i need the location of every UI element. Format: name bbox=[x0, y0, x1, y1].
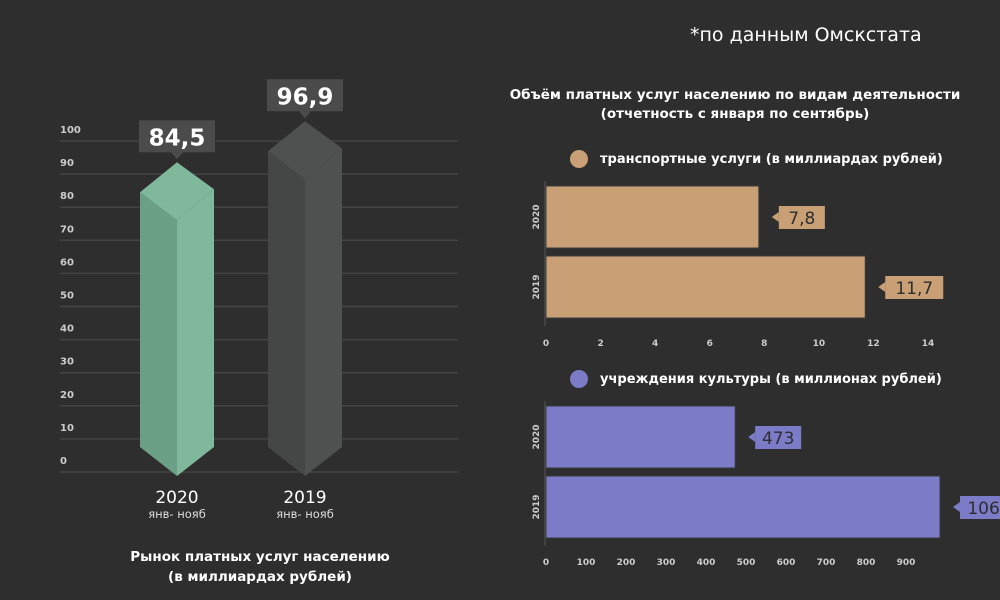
transport-bar bbox=[545, 185, 760, 249]
y-tick-label: 10 bbox=[60, 423, 74, 434]
right-title-line-1: Объём платных услуг населению по видам д… bbox=[509, 87, 961, 103]
transport-data-label: 7,8 bbox=[788, 209, 815, 229]
culture-x-tick-label: 500 bbox=[737, 558, 756, 568]
y-tick-label: 50 bbox=[60, 291, 74, 302]
transport-category-label: 2020 bbox=[532, 204, 542, 229]
transport-x-tick-label: 2 bbox=[597, 339, 603, 349]
culture-data-label-pointer bbox=[748, 432, 756, 442]
transport-x-tick-label: 10 bbox=[813, 339, 826, 349]
y-tick-label: 100 bbox=[60, 125, 81, 136]
source-note: *по данным Омскстата bbox=[690, 24, 922, 46]
culture-x-tick-label: 700 bbox=[817, 558, 836, 568]
transport-bar bbox=[545, 255, 866, 319]
x-category-sublabel: янв- нояб bbox=[276, 507, 334, 521]
transport-x-tick-label: 4 bbox=[652, 339, 658, 349]
column-left-face bbox=[140, 192, 177, 476]
left-title-line-1: Рынок платных услуг населению bbox=[130, 549, 390, 565]
y-tick-label: 40 bbox=[60, 324, 74, 335]
legend-dot-icon bbox=[570, 370, 588, 388]
y-tick-label: 0 bbox=[60, 456, 67, 467]
y-tick-label: 20 bbox=[60, 390, 74, 401]
transport-data-label-box bbox=[885, 276, 944, 299]
transport-data-label-pointer bbox=[771, 212, 779, 222]
culture-x-tick-label: 300 bbox=[657, 558, 676, 568]
culture-x-tick-label: 200 bbox=[617, 558, 636, 568]
y-tick-label: 60 bbox=[60, 257, 74, 268]
transport-x-tick-label: 14 bbox=[922, 339, 935, 349]
culture-x-tick-label: 900 bbox=[897, 558, 916, 568]
legend-dot-icon bbox=[570, 150, 588, 168]
left-title-line-2: (в миллиардах рублей) bbox=[168, 569, 352, 585]
column-right-face bbox=[305, 148, 342, 477]
culture-x-tick-label: 800 bbox=[857, 558, 876, 568]
culture-data-label-pointer bbox=[953, 502, 960, 512]
column-left-face bbox=[268, 151, 305, 477]
left-title: Рынок платных услуг населению (в миллиар… bbox=[90, 547, 430, 587]
column-right-face bbox=[177, 189, 214, 476]
transport-x-tick-label: 6 bbox=[707, 339, 713, 349]
y-tick-label: 30 bbox=[60, 357, 74, 368]
data-label-pointer bbox=[299, 111, 311, 119]
culture-bar bbox=[545, 475, 941, 539]
culture-category-label: 2020 bbox=[532, 424, 542, 449]
data-label: 84,5 bbox=[149, 125, 206, 151]
culture-category-label: 2019 bbox=[532, 494, 542, 519]
culture-data-label: 1068 bbox=[967, 499, 1000, 519]
culture-data-label-box bbox=[960, 496, 1000, 519]
x-category-label: 2020 bbox=[155, 488, 198, 508]
x-category-label: 2019 bbox=[283, 488, 326, 508]
culture-x-tick-label: 0 bbox=[543, 558, 549, 568]
transport-x-tick-label: 12 bbox=[867, 339, 880, 349]
data-label-box bbox=[139, 120, 215, 153]
legend-transport: транспортные услуги (в миллиардах рублей… bbox=[570, 150, 943, 168]
data-label-pointer bbox=[171, 152, 183, 160]
y-tick-label: 90 bbox=[60, 158, 74, 169]
culture-data-label: 473 bbox=[762, 429, 794, 449]
right-title: Объём платных услуг населению по видам д… bbox=[480, 86, 990, 124]
y-tick-label: 70 bbox=[60, 224, 74, 235]
culture-data-label-box bbox=[755, 426, 802, 449]
transport-category-label: 2019 bbox=[532, 274, 542, 299]
data-label-box bbox=[267, 79, 343, 112]
x-category-sublabel: янв- нояб bbox=[148, 507, 206, 521]
transport-x-tick-label: 8 bbox=[761, 339, 767, 349]
y-tick-label: 80 bbox=[60, 191, 74, 202]
data-label: 96,9 bbox=[277, 84, 334, 110]
legend-culture-label: учреждения культуры (в миллионах рублей) bbox=[600, 371, 942, 387]
column-top-face bbox=[140, 162, 214, 221]
transport-data-label: 11,7 bbox=[895, 279, 933, 299]
legend-culture: учреждения культуры (в миллионах рублей) bbox=[570, 370, 942, 388]
transport-x-tick-label: 0 bbox=[543, 339, 549, 349]
right-title-line-2: (отчетность с января по сентябрь) bbox=[600, 106, 870, 122]
transport-data-label-pointer bbox=[878, 282, 886, 292]
transport-data-label-box bbox=[778, 206, 825, 229]
culture-x-tick-label: 600 bbox=[777, 558, 796, 568]
legend-transport-label: транспортные услуги (в миллиардах рублей… bbox=[600, 151, 943, 167]
column-top-face bbox=[268, 121, 342, 180]
culture-bar bbox=[545, 405, 736, 469]
culture-x-tick-label: 400 bbox=[697, 558, 716, 568]
culture-x-tick-label: 100 bbox=[577, 558, 596, 568]
